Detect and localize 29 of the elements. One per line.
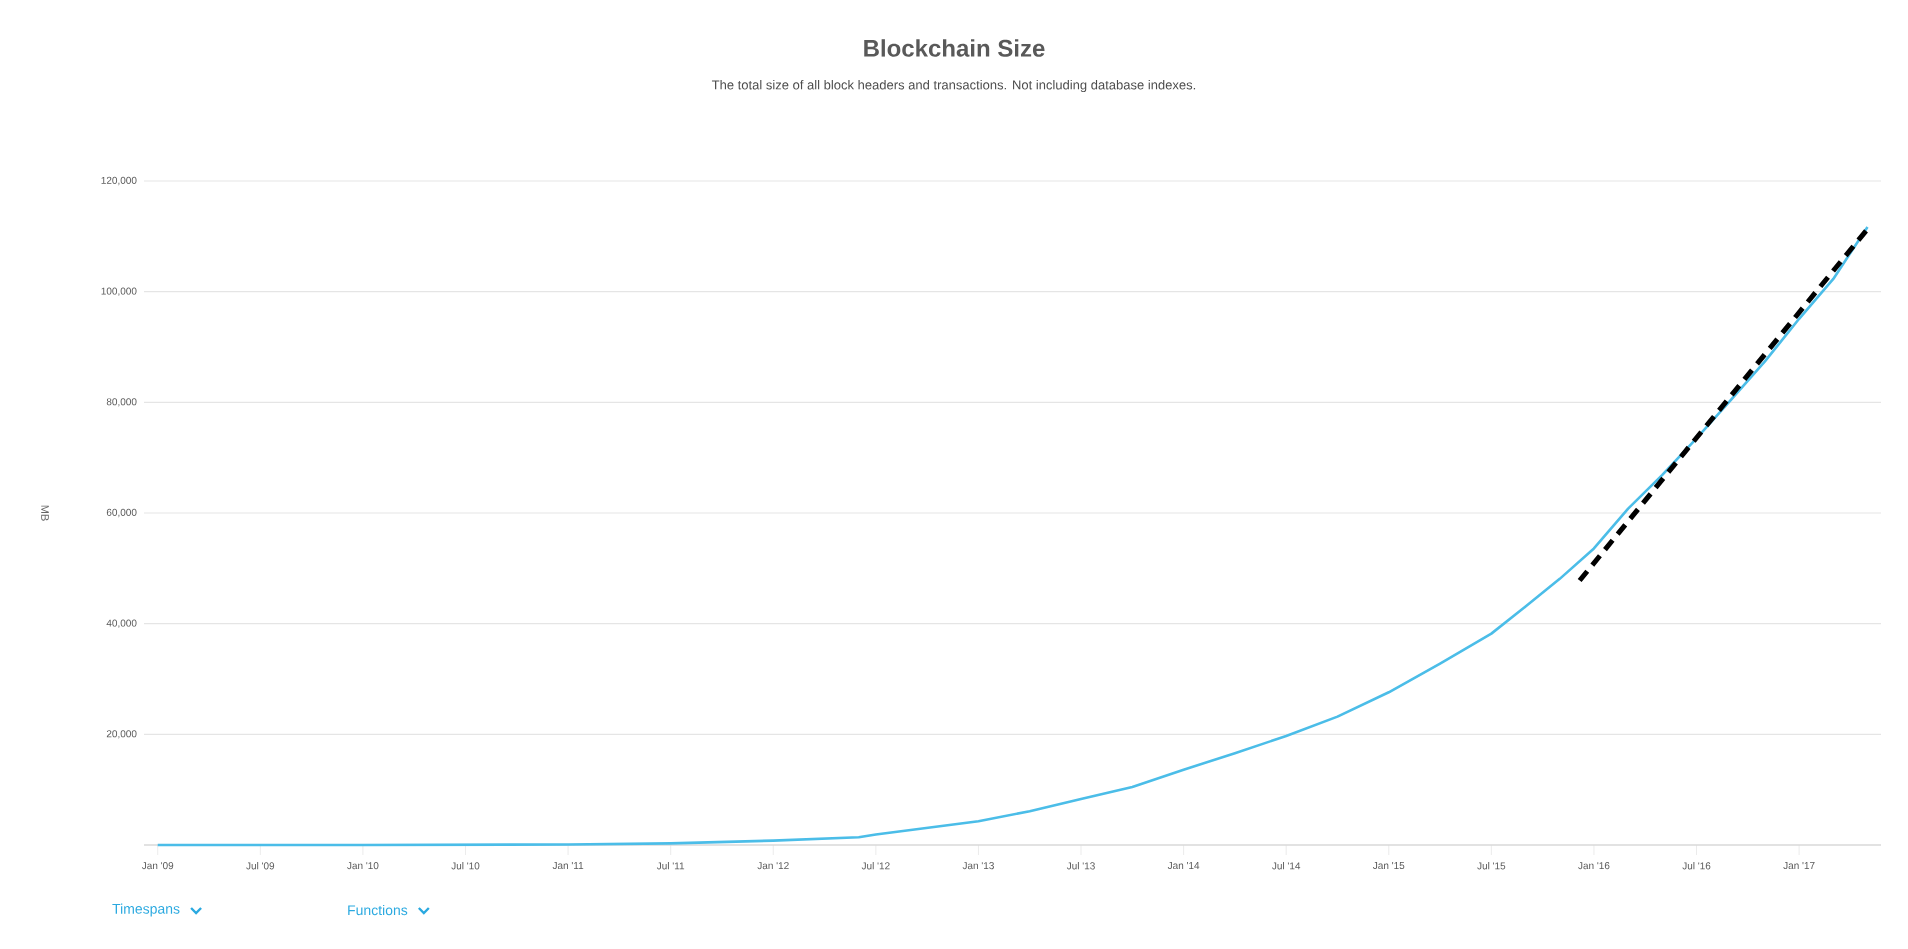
text: Timespans [112, 903, 180, 917]
x-tick-label: Jan '12 [757, 862, 789, 870]
x-tick-label: Jul '12 [861, 862, 890, 870]
x-tick-label: Jul '11 [656, 862, 685, 870]
y-tick-label: 120,000 [101, 176, 137, 186]
x-tick-label: Jul '16 [1682, 862, 1711, 870]
x-tick-label: Jan '16 [1578, 862, 1610, 870]
x-tick-label: Jul '13 [1066, 862, 1095, 870]
y-tick-label: 60,000 [106, 508, 137, 518]
x-tick-label: Jan '11 [552, 862, 584, 870]
x-tick-label: Jul '09 [246, 862, 275, 870]
x-tick-label: Jul '14 [1272, 862, 1301, 870]
chart-subtitle: The total size of all block headers and transactions. Not including database indexes. [711, 79, 1196, 93]
y-axis-title: MB [41, 505, 49, 521]
x-tick-label: Jan '17 [1783, 862, 1815, 870]
y-tick-label: 40,000 [106, 619, 137, 628]
x-tick-label: Jan '09 [141, 862, 174, 870]
x-tick-label: Jul '15 [1477, 862, 1506, 870]
y-tick-label: 20,000 [106, 730, 137, 739]
x-tick-label: Jul '10 [451, 862, 480, 870]
x-tick-label: Jan '15 [1372, 862, 1405, 870]
line-series [156, 225, 1869, 847]
y-tick-label: 100,000 [101, 287, 137, 296]
x-tick-label: Jan '14 [1167, 862, 1200, 870]
chart-title: Blockchain Size [864, 39, 1045, 57]
text: Functions [348, 904, 408, 916]
x-tick-label: Jan '10 [347, 862, 379, 870]
x-tick-label: Jan '13 [962, 862, 994, 870]
y-tick-label: 80,000 [106, 398, 137, 407]
